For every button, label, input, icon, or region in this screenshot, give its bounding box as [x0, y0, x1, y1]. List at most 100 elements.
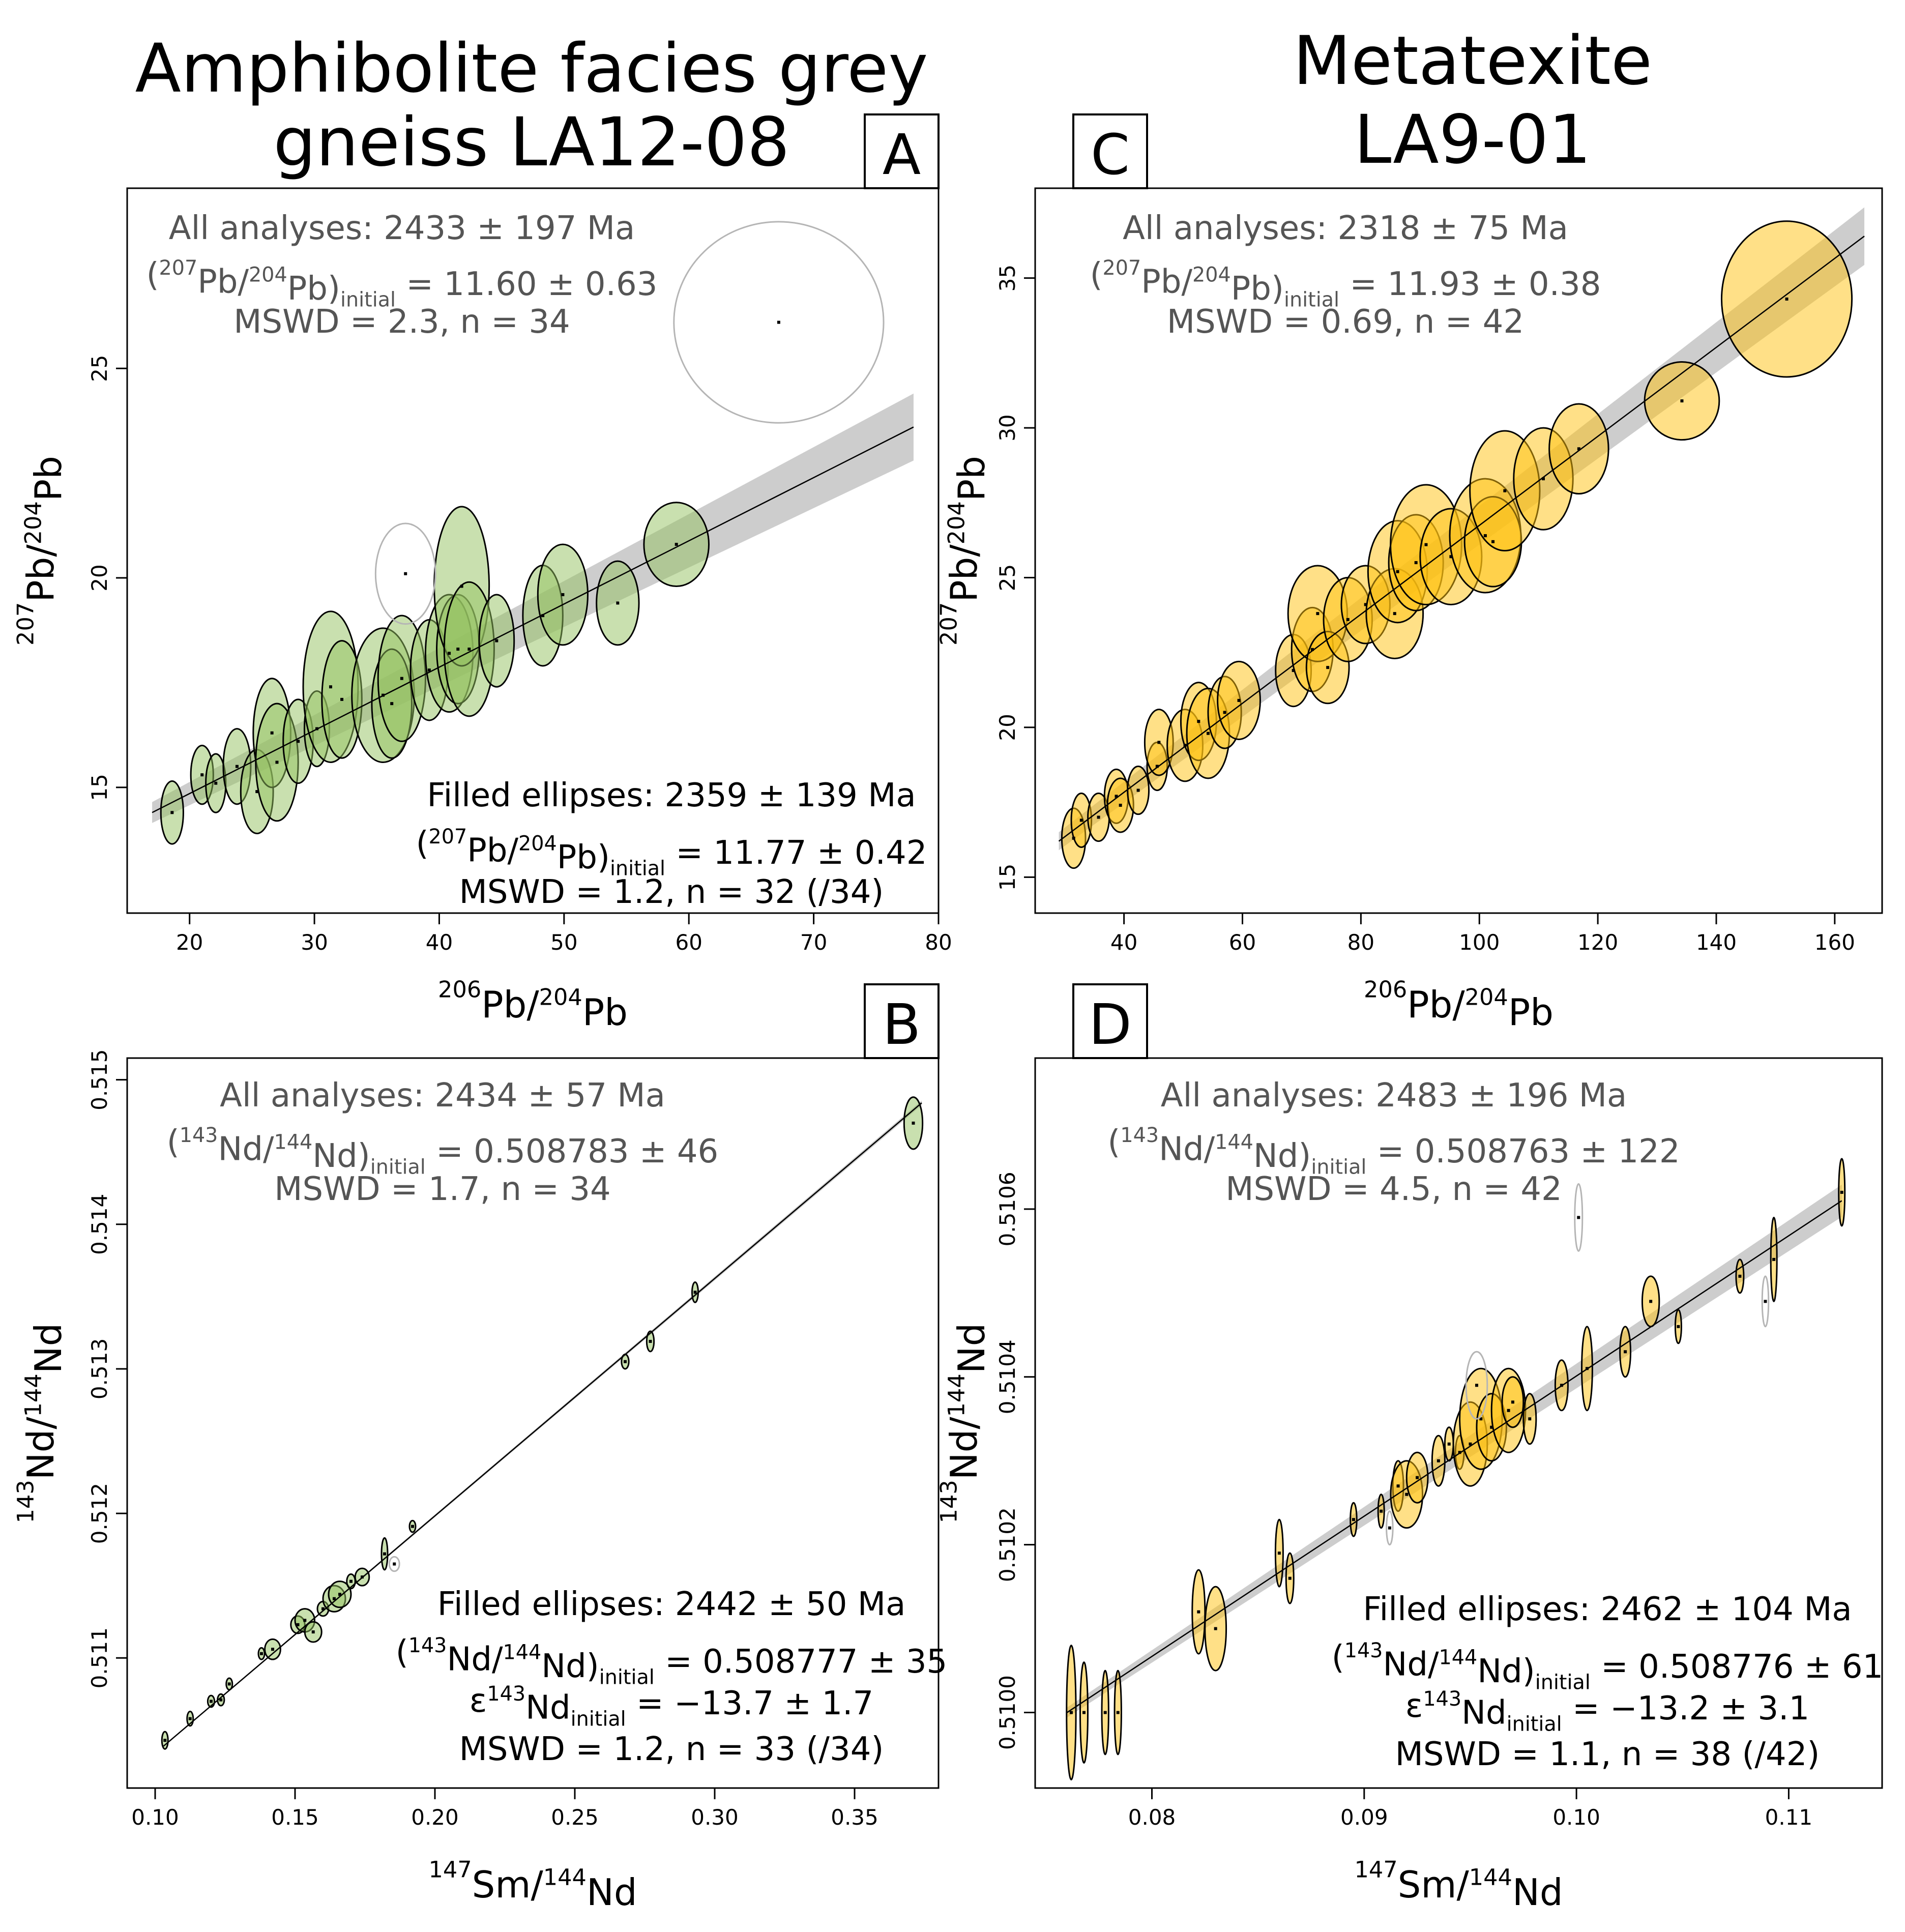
panel-letter-A: A [883, 122, 921, 187]
point-center-B-8 [303, 1619, 307, 1622]
point-center-C-25 [1491, 540, 1495, 543]
x-axis-label-A: 206Pb/204Pb [438, 976, 628, 1034]
y-tick-label-B-0: 0.511 [87, 1627, 112, 1688]
point-center-C-19 [1393, 612, 1396, 616]
x-tick-label-A-2: 40 [426, 930, 453, 955]
point-center-A-1 [200, 773, 204, 777]
point-center-D-26 [1677, 1325, 1680, 1328]
x-tick-label-D-2: 0.10 [1552, 1805, 1600, 1830]
all-analyses-annotation-B-0: All analyses: 2434 ± 57 Ma [220, 1077, 665, 1115]
point-center-A-4 [255, 790, 259, 794]
y-tick-label-D-3: 0.5106 [995, 1172, 1020, 1246]
point-center-C-26 [1503, 489, 1507, 492]
filled-ellipses-annotation-D-1: (143Nd/144Nd)initial = 0.508776 ± 61 [1332, 1639, 1884, 1694]
panel-letter-box-B [864, 983, 940, 1059]
all-analyses-annotation-D-0: All analyses: 2483 ± 196 Ma [1161, 1077, 1627, 1115]
point-center-D-6 [1277, 1552, 1281, 1555]
right-title-line-2: LA9-01 [1354, 101, 1591, 179]
point-center-D-11 [1405, 1492, 1409, 1496]
x-tick-label-B-1: 0.15 [271, 1805, 319, 1830]
filled-ellipses-annotation-B-0: Filled ellipses: 2442 ± 50 Ma [437, 1586, 906, 1623]
y-tick-label-B-3: 0.514 [87, 1194, 112, 1255]
filled-ellipses-annotation-D-3: MSWD = 1.1, n = 38 (/42) [1395, 1736, 1820, 1773]
point-center-C-30 [1785, 297, 1789, 301]
point-center-C-11 [1223, 711, 1226, 714]
point-center-C-13 [1292, 669, 1295, 672]
point-center-A-0 [170, 811, 174, 814]
filled-ellipses-annotation-A-0: Filled ellipses: 2359 ± 139 Ma [427, 777, 916, 814]
point-center-D-9 [1380, 1509, 1383, 1513]
x-tick-label-C-3: 100 [1459, 930, 1500, 955]
panel-B: 0.10 0.15 0.20 0.25 0.30 0.35 0.511 0.512 0.513 0… [12, 983, 947, 1914]
point-center-C-18 [1364, 603, 1367, 606]
point-center-A-13 [400, 677, 403, 680]
regression-line [1066, 1200, 1842, 1713]
point-center-A-3 [235, 765, 239, 768]
all-analyses-annotation-A-0: All analyses: 2433 ± 197 Ma [169, 210, 635, 247]
y-axis-label-D: 143Nd/144Nd [935, 1323, 993, 1524]
panel-letter-box-A [864, 113, 940, 189]
rejected-center-D-0 [1577, 1216, 1580, 1219]
panel-letter-B: B [883, 992, 921, 1057]
filled-ellipses-annotation-A-2: MSWD = 1.2, n = 32 (/34) [459, 873, 884, 911]
point-center-C-17 [1346, 618, 1350, 621]
point-center-A-18 [467, 648, 471, 651]
point-center-D-13 [1437, 1459, 1440, 1462]
plot-area-A [152, 221, 914, 845]
plot-frame-B [126, 1057, 940, 1789]
point-center-B-0 [163, 1739, 167, 1742]
x-tick-label-A-1: 30 [301, 930, 328, 955]
x-tick-label-B-3: 0.25 [551, 1805, 599, 1830]
y-axis-label-A: 207Pb/204Pb [12, 456, 70, 646]
point-center-D-27 [1738, 1274, 1742, 1278]
rejected-center-D-1 [1475, 1384, 1478, 1387]
point-center-D-10 [1396, 1484, 1400, 1488]
point-center-B-11 [333, 1597, 336, 1600]
point-center-B-19 [693, 1291, 697, 1294]
x-tick-label-C-5: 140 [1696, 930, 1737, 955]
point-center-A-21 [561, 593, 565, 596]
plot-frame-D [1034, 1057, 1883, 1789]
point-center-B-4 [227, 1682, 231, 1686]
plot-frame-A [126, 187, 940, 914]
panel-letter-box-C [1072, 113, 1148, 189]
point-center-C-2 [1097, 815, 1100, 819]
all-analyses-annotation-D-1: (143Nd/144Nd)initial = 0.508763 ± 122 [1107, 1124, 1680, 1179]
rejected-center-D-2 [1388, 1526, 1391, 1530]
x-tick-label-A-3: 50 [550, 930, 577, 955]
y-axis-label-C: 207Pb/204Pb [935, 456, 993, 646]
point-center-C-21 [1414, 561, 1418, 565]
x-tick-label-B-4: 0.30 [691, 1805, 739, 1830]
regression-line [163, 1102, 922, 1747]
point-center-B-9 [311, 1630, 315, 1634]
point-center-C-12 [1237, 698, 1241, 702]
point-center-C-3 [1115, 795, 1118, 798]
point-center-C-22 [1424, 543, 1428, 546]
point-center-D-21 [1528, 1417, 1532, 1421]
point-center-D-0 [1069, 1711, 1073, 1714]
x-tick-label-C-1: 60 [1229, 930, 1256, 955]
right-title-line-1: Metatexite [1293, 22, 1652, 100]
point-center-B-12 [338, 1593, 341, 1596]
point-center-B-10 [321, 1607, 325, 1611]
x-tick-label-D-1: 0.09 [1340, 1805, 1388, 1830]
left-title-line-2: gneiss LA12-08 [273, 103, 789, 182]
point-center-D-3 [1116, 1711, 1120, 1714]
y-tick-label-D-2: 0.5104 [995, 1339, 1020, 1414]
rejected-ellipse-D-0 [1574, 1183, 1584, 1252]
panel-C: 40 60 80 100 120 140 160 15 20 25 30 35 206Pb/204Pb 2… [935, 113, 1883, 1034]
panel-letter-D: D [1089, 992, 1132, 1057]
x-tick-label-C-4: 120 [1577, 930, 1618, 955]
point-center-B-5 [260, 1652, 263, 1655]
y-tick-label-C-3: 30 [995, 414, 1020, 441]
x-axis-label-C: 206Pb/204Pb [1364, 976, 1554, 1034]
x-tick-label-A-6: 80 [925, 930, 952, 955]
point-center-A-14 [427, 668, 431, 672]
point-center-D-5 [1214, 1627, 1217, 1630]
x-tick-label-D-3: 0.11 [1765, 1805, 1813, 1830]
plot-frame-C [1034, 187, 1883, 914]
rejected-ellipse-A-1 [673, 221, 885, 424]
point-center-D-14 [1447, 1442, 1451, 1446]
y-tick-label-C-2: 25 [995, 564, 1020, 591]
